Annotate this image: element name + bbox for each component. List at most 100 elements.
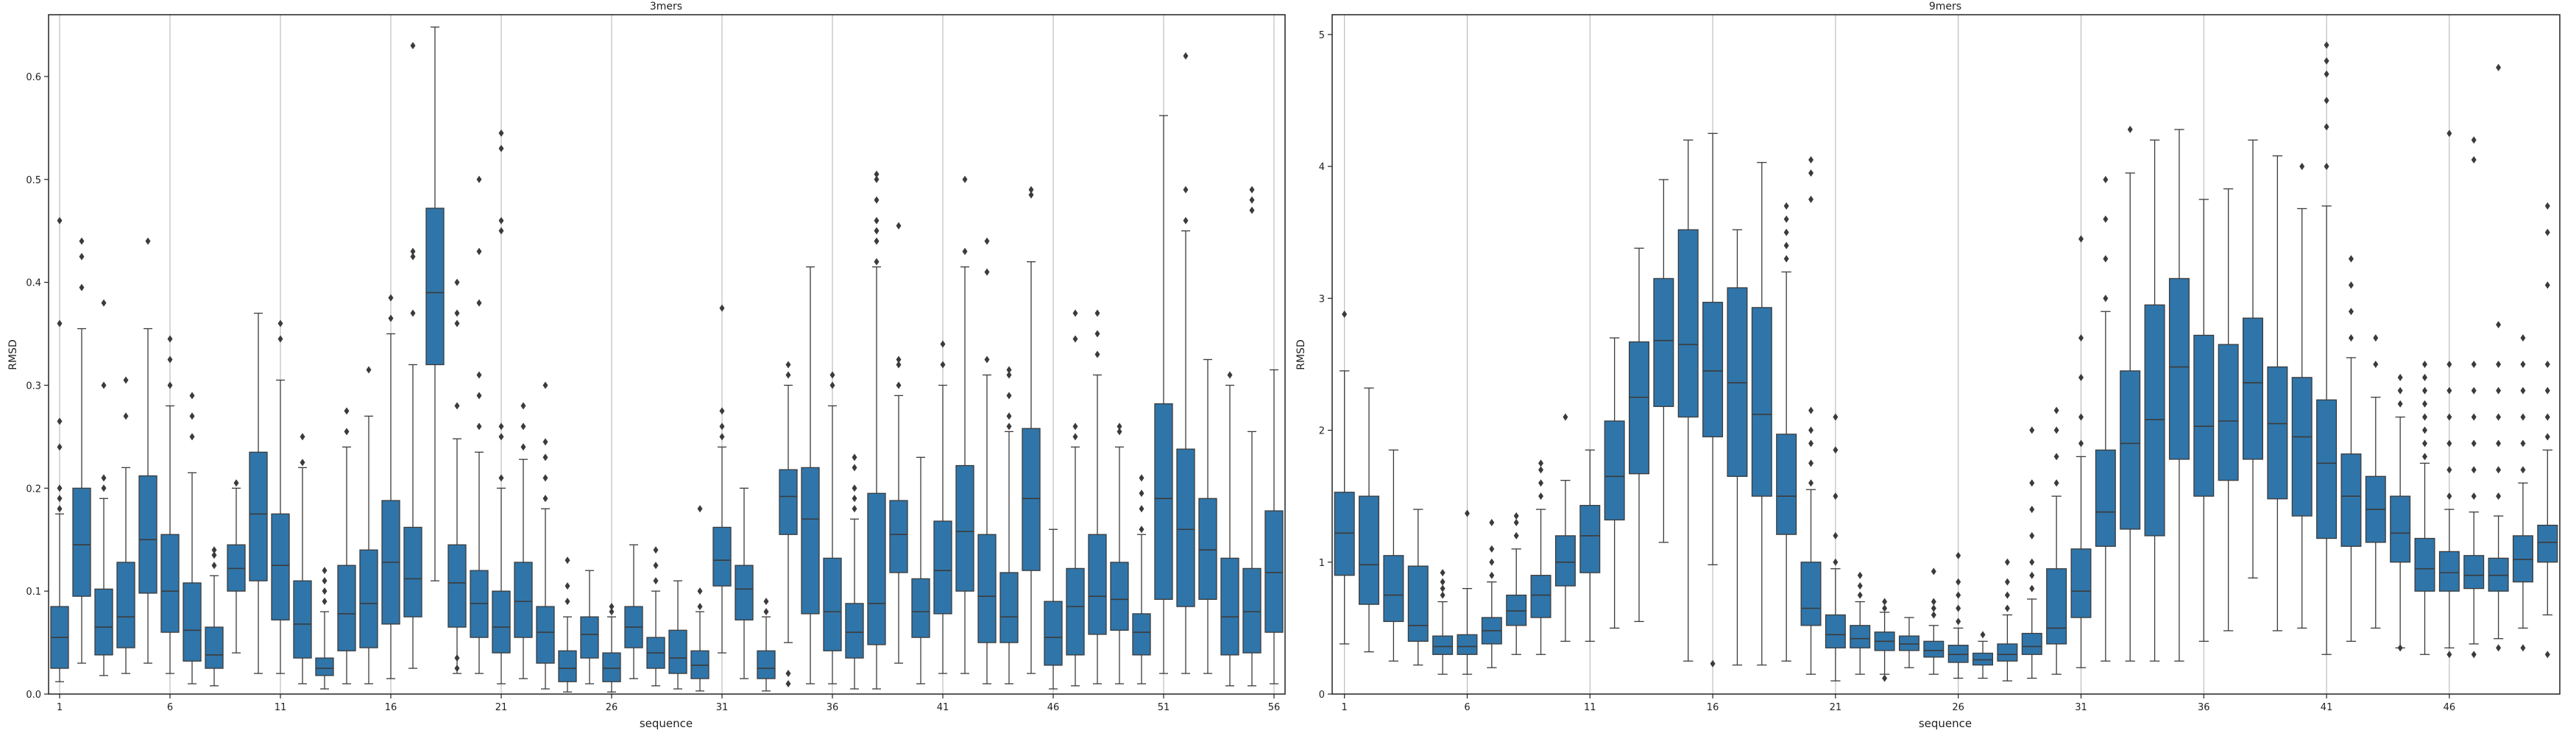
outlier xyxy=(1464,509,1470,517)
outlier xyxy=(454,278,460,286)
x-tick-label: 41 xyxy=(937,702,949,713)
box-34 xyxy=(779,361,798,688)
box-36 xyxy=(2193,199,2215,642)
box-30 xyxy=(2046,406,2067,675)
outlier xyxy=(498,129,504,137)
box-35 xyxy=(801,266,820,684)
x-tick-label: 26 xyxy=(1952,702,1964,713)
x-tick-label: 36 xyxy=(2198,702,2210,713)
box-2 xyxy=(1359,387,1380,653)
outlier xyxy=(2103,215,2109,223)
outlier xyxy=(2446,413,2452,421)
outlier xyxy=(2544,386,2550,394)
box-19 xyxy=(447,278,467,674)
outlier xyxy=(542,381,548,389)
x-tick-label: 21 xyxy=(1830,702,1842,713)
outlier xyxy=(1956,578,1961,586)
outlier xyxy=(2103,294,2109,302)
box-1 xyxy=(1334,310,1355,645)
outlier xyxy=(2544,202,2550,210)
outlier xyxy=(2471,386,2477,394)
outlier xyxy=(123,412,129,420)
outlier xyxy=(2397,386,2403,394)
box-9 xyxy=(1530,459,1551,655)
outlier xyxy=(476,175,482,183)
x-tick-label: 1 xyxy=(57,702,63,713)
iqr-box xyxy=(1066,567,1085,656)
outlier xyxy=(2471,413,2477,421)
outlier xyxy=(874,196,880,204)
outlier xyxy=(2373,360,2379,368)
outlier xyxy=(211,546,217,554)
outlier xyxy=(542,495,548,503)
box-42 xyxy=(2340,255,2362,642)
y-tick-label: 0 xyxy=(1319,690,1325,701)
outlier xyxy=(498,474,504,482)
box-6 xyxy=(1457,509,1478,675)
iqr-box xyxy=(1220,557,1239,656)
outlier xyxy=(1139,505,1144,513)
outlier xyxy=(2544,281,2550,289)
outlier xyxy=(874,258,880,266)
iqr-box xyxy=(1110,562,1129,631)
box-11 xyxy=(1579,449,1601,642)
outlier xyxy=(1072,335,1078,343)
iqr-box xyxy=(2316,399,2338,539)
outlier xyxy=(2520,644,2526,652)
iqr-box xyxy=(1176,448,1195,607)
outlier xyxy=(277,335,283,343)
outlier xyxy=(2544,228,2550,236)
x-tick-label: 26 xyxy=(606,702,618,713)
box-46 xyxy=(2438,130,2460,659)
outlier xyxy=(476,247,482,255)
outlier xyxy=(1783,228,1789,236)
box-8 xyxy=(205,546,224,687)
x-tick-label: 31 xyxy=(2075,702,2087,713)
outlier xyxy=(2496,492,2502,500)
outlier xyxy=(1513,512,1519,520)
outlier xyxy=(2004,591,2010,599)
outlier xyxy=(498,216,504,224)
iqr-box xyxy=(2021,632,2042,655)
outlier xyxy=(79,283,85,291)
box-38 xyxy=(2243,139,2263,578)
box-20 xyxy=(470,175,489,674)
box-32 xyxy=(735,487,754,679)
outlier xyxy=(719,407,725,415)
outlier xyxy=(1489,558,1495,566)
outlier xyxy=(1956,591,1961,599)
box-20 xyxy=(1800,156,1822,675)
outlier xyxy=(2520,334,2526,342)
iqr-box xyxy=(712,526,732,587)
x-tick-label: 41 xyxy=(2321,702,2333,713)
outlier xyxy=(1882,674,1888,682)
outlier xyxy=(1440,591,1446,599)
outlier xyxy=(2029,506,2035,514)
box-51 xyxy=(1154,115,1173,674)
outlier xyxy=(719,304,725,312)
outlier xyxy=(57,484,63,492)
outlier xyxy=(388,314,394,322)
outlier xyxy=(2324,123,2329,131)
iqr-box xyxy=(1776,434,1797,535)
iqr-box xyxy=(602,652,621,682)
box-15 xyxy=(1677,139,1699,662)
box-26 xyxy=(602,603,621,693)
outlier xyxy=(1931,611,1936,619)
outlier xyxy=(1808,459,1814,467)
y-tick-label: 0.1 xyxy=(26,587,41,598)
iqr-box xyxy=(911,578,930,638)
iqr-box xyxy=(1947,645,1969,663)
outlier xyxy=(1006,422,1012,431)
x-tick-label: 31 xyxy=(716,702,729,713)
box-12 xyxy=(1604,337,1625,629)
box-53 xyxy=(1198,358,1217,674)
outlier xyxy=(2004,558,2010,566)
chart-title: 3mers xyxy=(650,1,682,13)
x-tick-label: 11 xyxy=(275,702,287,713)
box-10 xyxy=(1554,413,1576,642)
iqr-box xyxy=(801,467,820,615)
outlier xyxy=(874,237,880,245)
box-5 xyxy=(138,237,158,664)
outlier xyxy=(1783,255,1789,263)
